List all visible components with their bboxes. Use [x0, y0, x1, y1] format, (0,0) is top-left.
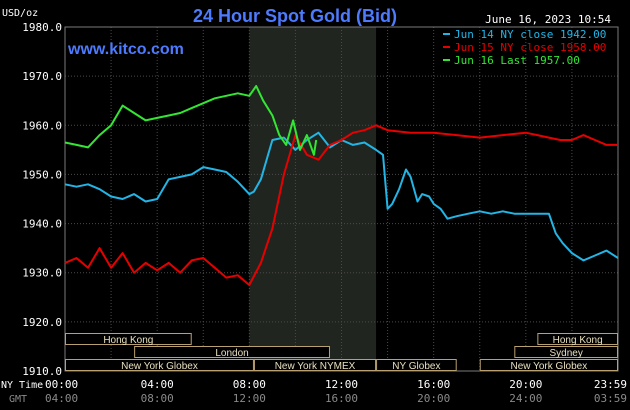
x-tick-label-gmt: 03:59 — [594, 392, 627, 405]
x-tick-label-ny: 12:00 — [325, 378, 358, 391]
series-line — [64, 85, 318, 156]
legend-entry: Jun 16 Last 1957.00 — [454, 54, 580, 67]
source-label: www.kitco.com — [67, 41, 184, 58]
x-tick-label-ny: 20:00 — [509, 378, 542, 391]
session-label: New York Globex — [121, 361, 198, 372]
gmt-row-label: GMT — [9, 394, 27, 405]
session-bar: New York Globex — [65, 359, 254, 372]
x-tick-label-gmt: 04:00 — [45, 392, 78, 405]
x-tick-label-ny: 04:00 — [141, 378, 174, 391]
x-tick-label-ny: 08:00 — [233, 378, 266, 391]
session-label: Hong Kong — [553, 335, 603, 346]
session-box — [65, 333, 192, 345]
y-tick-labels: 1980.0 1970.0 1960.0 1950.0 1940.0 1930.0 1920… — [22, 21, 62, 378]
legend-entry: Jun 15 NY close 1958.00 — [454, 41, 606, 54]
session-bar: New York NYMEX — [253, 359, 377, 372]
y-tick-label: 1980.0 — [22, 21, 62, 34]
session-label: New York NYMEX — [275, 361, 356, 372]
x-tick-label-ny: 23:59 — [594, 378, 627, 391]
y-tick-label: 1940.0 — [22, 218, 62, 231]
session-box — [514, 346, 618, 358]
session-label: Sydney — [549, 348, 582, 359]
session-bar: Hong Kong — [65, 333, 192, 346]
x-tick-label-gmt: 08:00 — [141, 392, 174, 405]
x-tick-label-ny: 16:00 — [417, 378, 450, 391]
series-line — [64, 131, 619, 262]
series-line — [64, 124, 618, 286]
session-box — [479, 359, 618, 371]
session-bar: Sydney — [514, 346, 618, 359]
y-tick-label: 1960.0 — [22, 119, 62, 132]
session-bar: Hong Kong — [537, 333, 619, 346]
market-sessions: Hong Kong Hong Kong London Sydney New York G… — [65, 333, 619, 372]
session-bar: New York Globex — [479, 359, 618, 372]
timestamp: June 16, 2023 10:54 — [485, 13, 611, 26]
y-tick-label: 1910.0 — [22, 365, 62, 378]
chart-title: 24 Hour Spot Gold (Bid) — [193, 6, 397, 26]
x-tick-label-gmt: 20:00 — [417, 392, 450, 405]
y-tick-label: 1970.0 — [22, 70, 62, 83]
y-tick-label: 1950.0 — [22, 168, 62, 181]
y-axis-unit-label: USD/oz — [2, 8, 38, 19]
x-tick-label-gmt: 12:00 — [233, 392, 266, 405]
session-box — [65, 359, 254, 371]
x-tick-labels: NY Time GMT 00:0004:0004:0008:0008:0012:… — [1, 378, 627, 405]
session-label: New York Globex — [511, 361, 588, 372]
session-box — [134, 346, 330, 358]
session-box — [253, 359, 377, 371]
session-label: NY Globex — [392, 361, 440, 372]
session-label: London — [215, 348, 248, 359]
legend-entry: Jun 14 NY close 1942.00 — [454, 28, 606, 41]
x-tick-label-ny: 00:00 — [45, 378, 78, 391]
nymex-shaded-region — [249, 27, 377, 371]
session-bar: NY Globex — [376, 359, 457, 372]
session-box — [537, 333, 619, 345]
y-tick-label: 1920.0 — [22, 316, 62, 329]
x-tick-label-gmt: 24:00 — [509, 392, 542, 405]
session-label: Hong Kong — [103, 335, 153, 346]
x-tick-label-gmt: 16:00 — [325, 392, 358, 405]
session-bar: London — [134, 346, 330, 359]
series-lines — [64, 85, 619, 286]
y-tick-label: 1930.0 — [22, 267, 62, 280]
ny-time-row-label: NY Time — [1, 380, 43, 391]
session-box — [376, 359, 457, 371]
